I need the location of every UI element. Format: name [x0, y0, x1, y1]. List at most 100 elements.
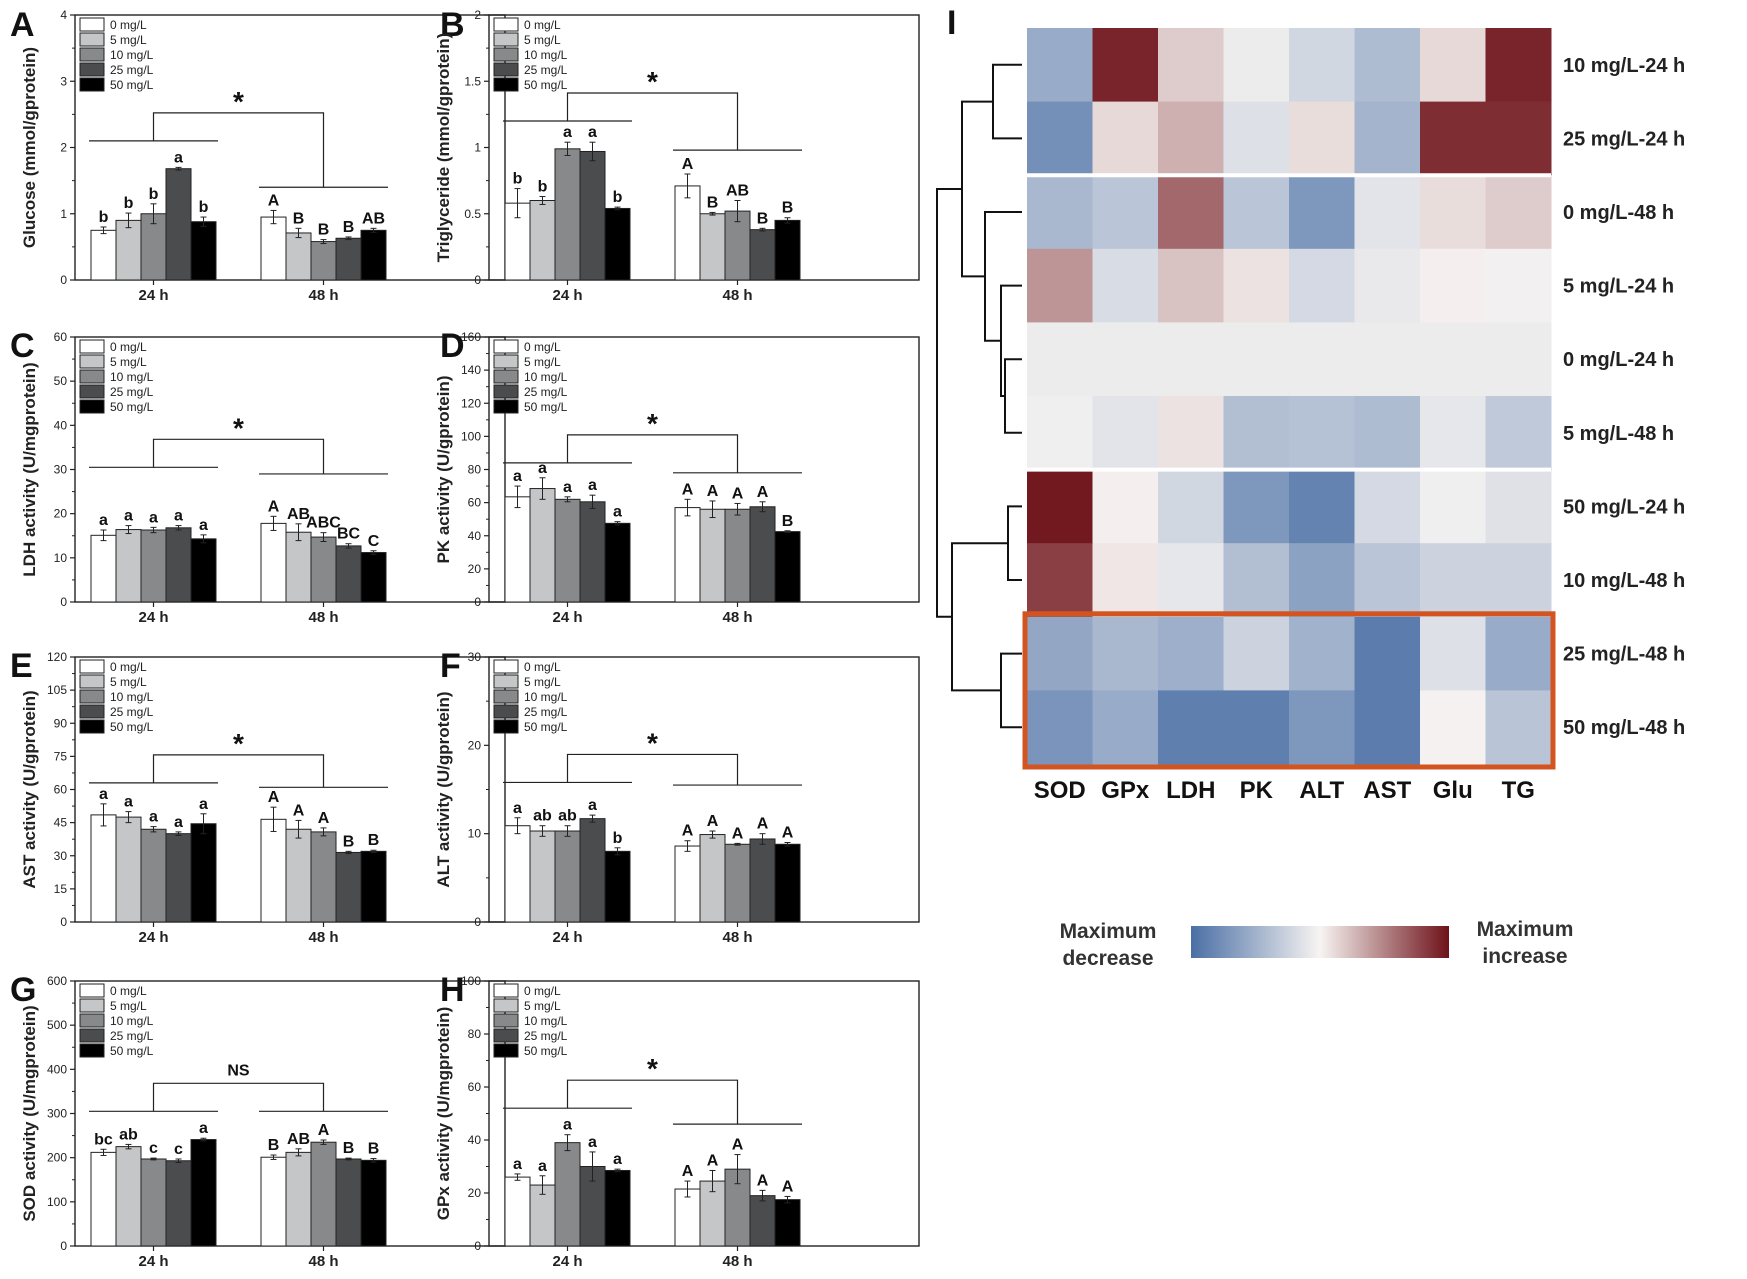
heatmap-column-label: AST	[1363, 777, 1411, 804]
significance-letter: C	[368, 533, 380, 550]
significance-letter: A	[757, 816, 769, 833]
significance-letter: a	[99, 786, 108, 803]
bar-E-1-1	[285, 828, 312, 923]
legend-swatch	[79, 1043, 105, 1058]
legend-swatch	[493, 1013, 519, 1028]
significance-letter: a	[199, 796, 208, 813]
y-tick-label: 50	[54, 374, 68, 388]
y-tick-label: 0	[474, 1239, 481, 1253]
legend-label: 25 mg/L	[110, 63, 154, 77]
group-label-0: 24 h	[138, 287, 168, 304]
bar-D-0-1	[529, 488, 556, 603]
significance-letter: B	[782, 513, 794, 530]
bracket-connector	[566, 753, 739, 786]
bar-panel-A: A 0 1 2 3 4 Glucose (mmol/gprotein) 24 h 48 h b Ab…	[10, 6, 506, 304]
bar-G-0-3	[165, 1160, 192, 1247]
significance-letter: B	[318, 222, 330, 239]
y-tick-label: 45	[54, 816, 68, 830]
significance-letter: a	[538, 460, 547, 477]
y-tick-label: 0	[474, 595, 481, 609]
bar-C-0-0	[90, 534, 117, 603]
bar-F-0-4	[604, 850, 631, 923]
bar-F-1-0	[674, 845, 701, 923]
dendrogram-branch	[984, 211, 1022, 342]
significance-marker: *	[647, 66, 658, 97]
significance-letter: bc	[94, 1131, 113, 1148]
significance-marker: *	[233, 86, 244, 117]
bar-E-0-2	[140, 828, 167, 923]
heatmap-cell-8-4	[1289, 616, 1355, 691]
heatmap-cell-9-6	[1420, 690, 1486, 765]
heatmap-row-label: 5 mg/L-48 h	[1563, 423, 1674, 445]
significance-letter: a	[588, 124, 597, 141]
legend-swatch	[493, 47, 519, 62]
bar-D-0-4	[604, 522, 631, 603]
heatmap-cell-4-6	[1420, 322, 1486, 397]
heatmap-row-label: 10 mg/L-48 h	[1563, 570, 1685, 592]
legend-label: 10 mg/L	[110, 48, 154, 62]
significance-letter: a	[563, 1117, 572, 1134]
y-axis-label: GPx activity (U/mgprotein)	[434, 1007, 453, 1220]
significance-letter: A	[732, 485, 744, 502]
bar-D-0-0	[504, 496, 531, 603]
panel-letter-B: B	[440, 6, 465, 44]
bar-E-1-2	[310, 831, 337, 923]
heatmap-cell-7-7	[1485, 543, 1552, 618]
bar-chart-panels: A 0 1 2 3 4 Glucose (mmol/gprotein) 24 h 48 h b Ab…	[10, 6, 920, 1270]
y-axis-label: LDH activity (U/mgprotein)	[20, 362, 39, 576]
legend-swatch	[493, 32, 519, 47]
y-tick-label: 15	[54, 882, 68, 896]
y-tick-label: 0	[60, 273, 67, 287]
bar-H-0-1	[529, 1184, 556, 1247]
y-tick-label: 600	[47, 974, 67, 988]
dendrogram-branch	[1000, 652, 1022, 729]
legend-label: 0 mg/L	[524, 984, 561, 998]
significance-letter: ab	[119, 1126, 138, 1143]
significance-letter: AB	[362, 210, 385, 227]
bar-F-0-2	[554, 830, 581, 923]
legend-swatch	[79, 1013, 105, 1028]
significance-letter: a	[613, 1151, 622, 1168]
group-label-1: 48 h	[308, 609, 338, 626]
heatmap-cell-4-3	[1223, 322, 1290, 397]
legend-label: 0 mg/L	[110, 18, 147, 32]
y-tick-label: 200	[47, 1151, 67, 1165]
y-tick-label: 0	[60, 595, 67, 609]
heatmap-cell-5-3	[1223, 396, 1290, 471]
legend-label: 50 mg/L	[110, 400, 154, 414]
significance-letter: a	[588, 797, 597, 814]
heatmap-column-label: PK	[1240, 777, 1274, 804]
significance-letter: a	[174, 149, 183, 166]
legend-label: 5 mg/L	[110, 33, 147, 47]
legend-swatch	[493, 704, 519, 719]
legend-label: 10 mg/L	[524, 1014, 568, 1028]
legend-label: 25 mg/L	[524, 1029, 568, 1043]
heatmap-cell-6-4	[1289, 469, 1355, 544]
heatmap-cell-2-4	[1289, 175, 1355, 250]
bar-H-0-2	[554, 1142, 581, 1247]
y-tick-label: 90	[54, 716, 68, 730]
heatmap-cell-6-0	[1027, 469, 1093, 544]
heatmap-cell-4-2	[1158, 322, 1224, 397]
panel-letter-C: C	[10, 327, 35, 365]
bar-F-0-3	[579, 818, 606, 923]
legend-swatch	[79, 998, 105, 1013]
dendrogram-branch	[961, 100, 993, 278]
y-tick-label: 0	[60, 915, 67, 929]
y-tick-label: 20	[468, 738, 482, 752]
legend-label: 25 mg/L	[110, 1029, 154, 1043]
bar-F-0-0	[504, 825, 531, 923]
significance-letter: BC	[337, 526, 361, 543]
bar-A-0-4	[190, 221, 217, 281]
dendrogram-branch	[992, 63, 1022, 140]
legend-label: 5 mg/L	[110, 999, 147, 1013]
heatmap-cell-2-5	[1354, 175, 1421, 250]
y-tick-label: 20	[468, 562, 482, 576]
legend-swatch	[79, 983, 105, 998]
legend-swatch	[493, 983, 519, 998]
bar-panel-E: E 0 15 30 45 60 75 90 105 120 AST activity (U/gpro…	[10, 647, 506, 946]
panel-letter-G: G	[10, 971, 36, 1009]
y-tick-label: 100	[461, 429, 481, 443]
legend-label: 50 mg/L	[110, 1044, 154, 1058]
